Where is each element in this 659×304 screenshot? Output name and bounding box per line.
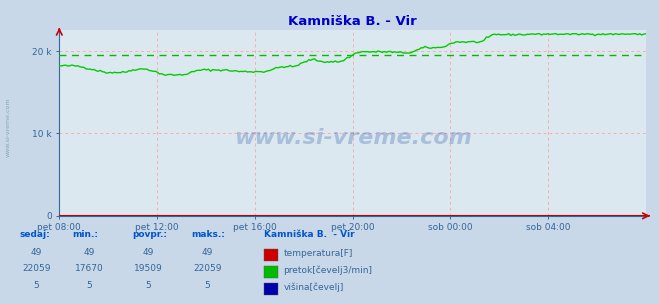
- Text: sedaj:: sedaj:: [20, 230, 51, 239]
- Text: 5: 5: [34, 281, 39, 290]
- Text: 49: 49: [30, 248, 42, 257]
- Text: 5: 5: [146, 281, 151, 290]
- Text: 5: 5: [86, 281, 92, 290]
- Text: 17670: 17670: [74, 264, 103, 274]
- Text: www.si-vreme.com: www.si-vreme.com: [5, 98, 11, 157]
- Text: 49: 49: [202, 248, 214, 257]
- Text: 49: 49: [142, 248, 154, 257]
- Text: Kamniška B.  - Vir: Kamniška B. - Vir: [264, 230, 355, 239]
- Text: povpr.:: povpr.:: [132, 230, 167, 239]
- Text: višina[čevelj]: višina[čevelj]: [283, 282, 344, 292]
- Text: 5: 5: [205, 281, 210, 290]
- Text: 19509: 19509: [134, 264, 163, 274]
- Text: pretok[čevelj3/min]: pretok[čevelj3/min]: [283, 266, 372, 275]
- Title: Kamniška B. - Vir: Kamniška B. - Vir: [288, 15, 417, 28]
- Text: min.:: min.:: [72, 230, 98, 239]
- Text: 22059: 22059: [22, 264, 51, 274]
- Text: www.si-vreme.com: www.si-vreme.com: [234, 128, 471, 148]
- Text: maks.:: maks.:: [191, 230, 225, 239]
- Text: temperatura[F]: temperatura[F]: [283, 249, 353, 258]
- Text: 49: 49: [83, 248, 95, 257]
- Text: 22059: 22059: [193, 264, 222, 274]
